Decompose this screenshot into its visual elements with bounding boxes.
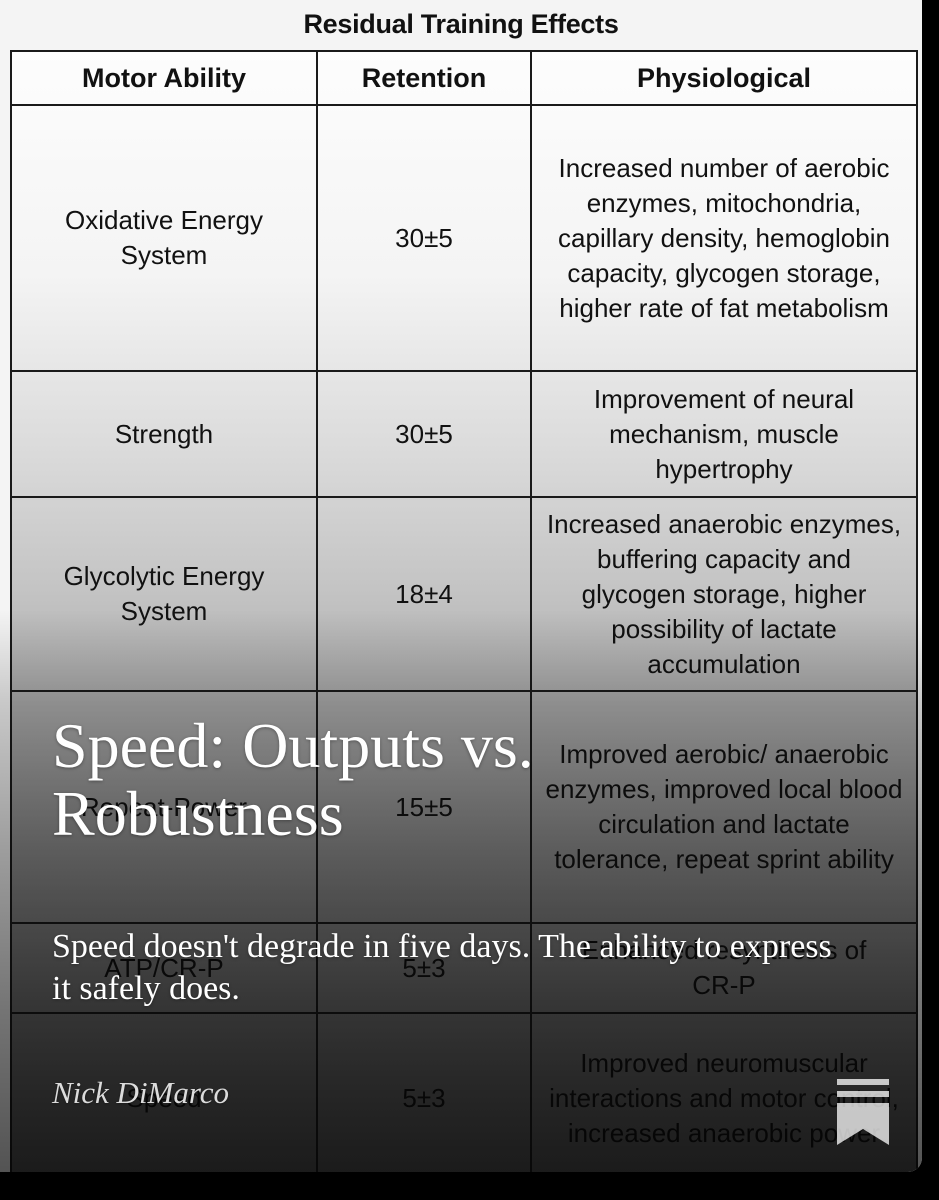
physiological-cell: Increased anaerobic enzymes, buffering c… — [530, 496, 918, 692]
bookmark-icon — [837, 1079, 889, 1145]
table-row: Glycolytic Energy System 18±4 Increased … — [10, 496, 918, 692]
header-retention: Retention — [316, 50, 532, 106]
motor-ability-cell: Glycolytic Energy System — [10, 496, 318, 692]
retention-cell: 18±4 — [316, 496, 532, 692]
table-title: Residual Training Effects — [303, 9, 619, 39]
table-row: Strength 30±5 Improvement of neural mech… — [10, 370, 918, 498]
motor-ability-cell: Oxidative Energy System — [10, 104, 318, 372]
post-author[interactable]: Nick DiMarco — [52, 1075, 230, 1110]
header-motor-ability: Motor Ability — [10, 50, 318, 106]
motor-ability-text: Glycolytic Energy System — [63, 561, 265, 626]
motor-ability-cell: Strength — [10, 370, 318, 498]
physiological-cell: Improvement of neural mechanism, muscle … — [530, 370, 918, 498]
retention-cell: 5±3 — [316, 1012, 532, 1172]
bookmark-button[interactable] — [836, 1078, 890, 1146]
table-header-row: Motor Ability Retention Physiological — [10, 50, 918, 106]
post-card[interactable]: Residual Training Effects Motor Ability … — [0, 0, 922, 1172]
retention-cell: 30±5 — [316, 370, 532, 498]
motor-ability-text: Oxidative Energy System — [65, 205, 263, 270]
header-physiological: Physiological — [530, 50, 918, 106]
table-row: Oxidative Energy System 30±5 Increased n… — [10, 104, 918, 372]
post-subtitle: Speed doesn't degrade in five days. The … — [52, 928, 832, 1007]
physiological-cell: Increased number of aerobic enzymes, mit… — [530, 104, 918, 372]
post-title[interactable]: Speed: Outputs vs. Robustness — [52, 710, 534, 849]
retention-cell: 30±5 — [316, 104, 532, 372]
